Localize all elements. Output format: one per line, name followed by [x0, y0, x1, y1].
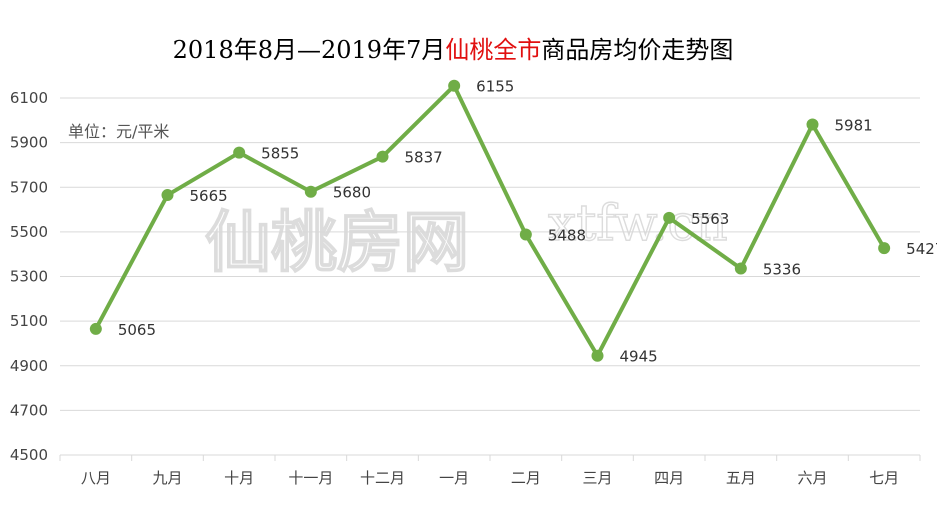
- x-tick-label: 九月: [152, 469, 182, 487]
- data-point: [448, 79, 461, 92]
- x-tick-label: 十月: [224, 469, 254, 487]
- data-point: [734, 262, 747, 275]
- y-tick-label: 5300: [10, 268, 48, 286]
- x-tick-label: 一月: [439, 469, 469, 487]
- watermark-domain: xtfw.cn: [548, 194, 728, 252]
- y-tick-label: 4900: [10, 357, 48, 375]
- x-tick-label: 三月: [582, 469, 612, 487]
- data-label: 5427: [906, 240, 937, 258]
- series-line: [93, 83, 887, 358]
- title-prefix: 2018年8月—2019年7月: [173, 36, 446, 64]
- data-point: [233, 146, 246, 159]
- watermark: 仙桃房网 xtfw.cn: [204, 193, 728, 282]
- data-label: 5837: [405, 149, 443, 167]
- data-point: [878, 242, 891, 255]
- y-axis-ticks: 4500 4700 4900 5100 5300 5500 5700 5900 6100: [10, 89, 48, 464]
- data-label: 5336: [763, 260, 801, 278]
- x-tick-label: 十一月: [288, 469, 333, 487]
- y-tick-label: 4500: [10, 446, 48, 464]
- data-point: [304, 185, 317, 198]
- x-tick-label: 六月: [797, 469, 827, 487]
- data-point: [89, 322, 102, 335]
- title-suffix: 商品房均价走势图: [541, 36, 733, 64]
- chart-title: 2018年8月—2019年7月仙桃全市商品房均价走势图: [173, 36, 734, 64]
- x-tick-label: 八月: [81, 469, 111, 487]
- data-label: 6155: [476, 78, 514, 96]
- data-label: 5855: [261, 145, 299, 163]
- y-tick-label: 5100: [10, 312, 48, 330]
- y-tick-label: 5900: [10, 134, 48, 152]
- data-label: 4945: [620, 348, 658, 366]
- data-label: 5981: [835, 117, 873, 135]
- data-label: 5065: [118, 321, 156, 339]
- data-label: 5680: [333, 184, 371, 202]
- data-point: [663, 211, 676, 224]
- unit-label: 单位：元/平米: [68, 122, 169, 141]
- watermark-main: 仙桃房网: [205, 204, 469, 281]
- data-label: 5665: [190, 187, 228, 205]
- data-point: [806, 118, 819, 131]
- y-tick-label: 4700: [10, 401, 48, 419]
- data-point: [376, 150, 389, 163]
- y-tick-label: 5700: [10, 178, 48, 196]
- x-tick-label: 七月: [869, 469, 899, 487]
- data-point: [519, 228, 532, 241]
- y-tick-label: 6100: [10, 89, 48, 107]
- y-tick-label: 5500: [10, 223, 48, 241]
- data-label: 5488: [548, 227, 586, 245]
- data-point: [161, 189, 174, 202]
- data-label: 5563: [691, 210, 729, 228]
- series-layer: [89, 79, 891, 362]
- data-point: [591, 349, 604, 362]
- x-tick-label: 二月: [511, 469, 541, 487]
- data-labels: 5065 5665 5855 5680 5837 6155 5488 4945 5563 5336…: [118, 78, 937, 366]
- x-tick-label: 十二月: [360, 469, 405, 487]
- x-tick-label: 五月: [726, 469, 756, 487]
- title-highlight: 仙桃全市: [445, 36, 541, 64]
- x-axis-ticks: 八月 九月 十月 十一月 十二月 一月 二月 三月 四月 五月 六月 七月: [59, 455, 921, 487]
- x-tick-label: 四月: [654, 469, 684, 487]
